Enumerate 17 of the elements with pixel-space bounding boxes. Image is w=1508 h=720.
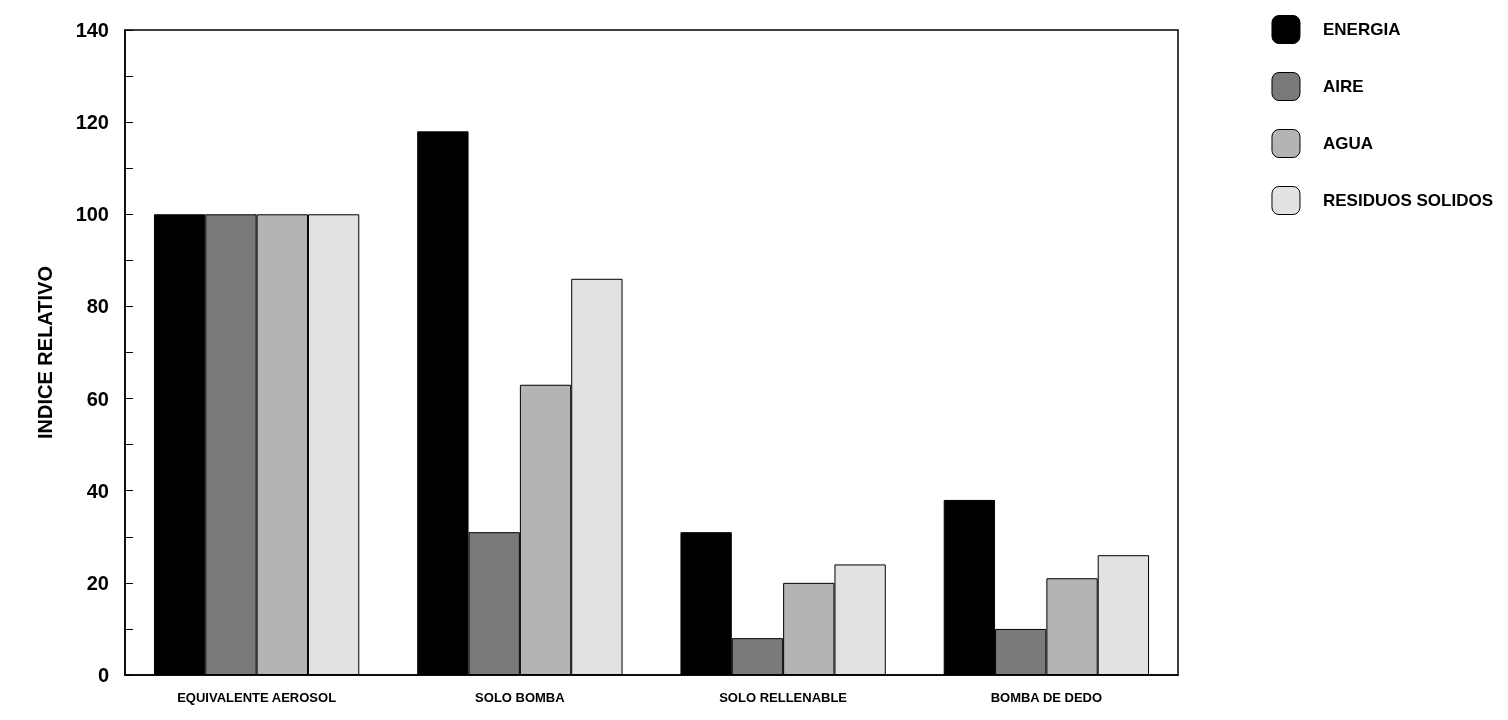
y-tick-label: 60 [86, 387, 109, 410]
x-tick-label: EQUIVALENTE AEROSOL [177, 690, 337, 705]
x-tick-label: BOMBA DE DEDO [990, 690, 1103, 705]
y-tick-label: 20 [86, 571, 109, 594]
y-tick-label: 80 [86, 295, 109, 318]
y-tick-label: 100 [75, 203, 109, 226]
y-axis-title: INDICE RELATIVO [34, 266, 56, 439]
y-tick-label: 120 [75, 111, 109, 134]
x-tick-label: SOLO BOMBA [475, 690, 566, 705]
legend-label: AGUA [1322, 134, 1374, 153]
y-tick-label: 140 [75, 19, 109, 41]
legend-label: ENERGIA [1322, 20, 1401, 39]
legend-label: AIRE [1322, 77, 1364, 96]
y-tick-label: 0 [97, 664, 109, 686]
y-tick-label: 40 [86, 479, 109, 502]
x-tick-label: SOLO RELLENABLE [719, 690, 848, 705]
legend-label: RESIDUOS SOLIDOS [1322, 191, 1494, 210]
